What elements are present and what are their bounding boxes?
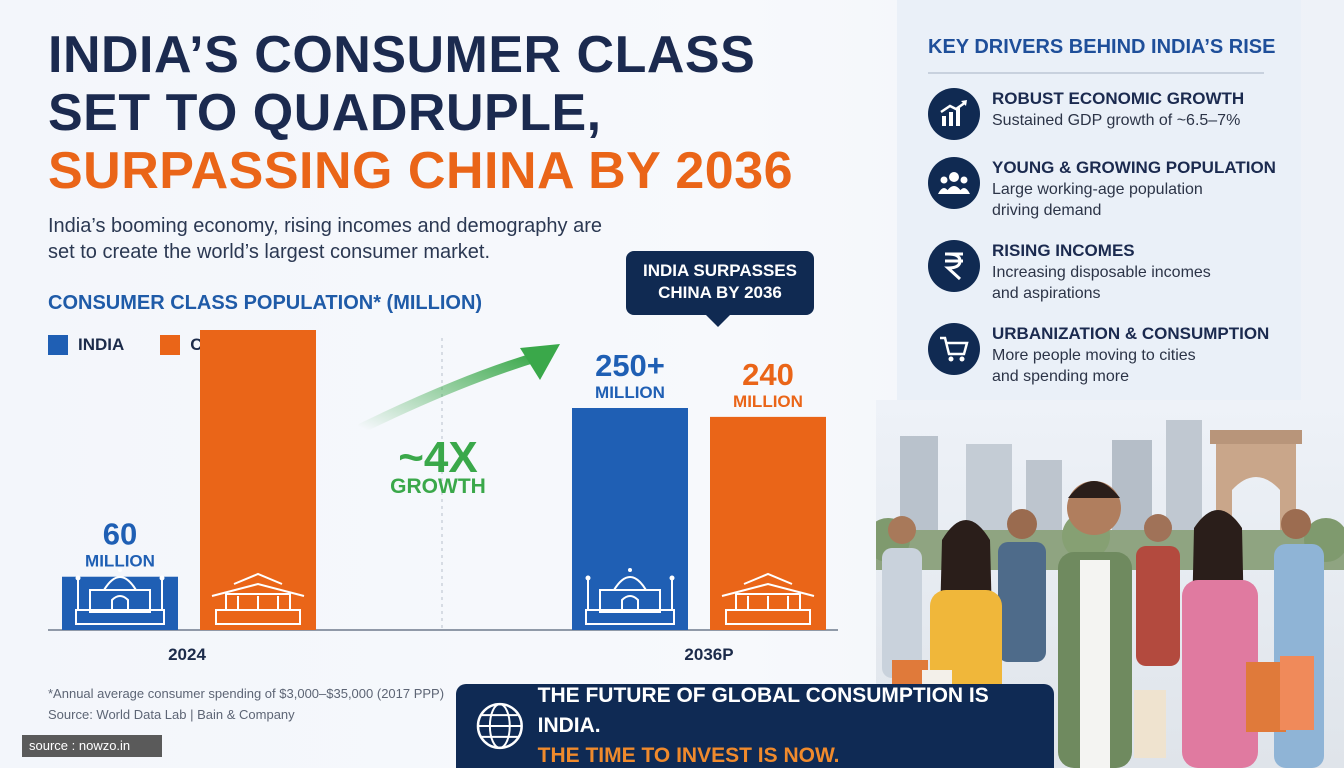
people-icon xyxy=(928,157,980,209)
bars-group: 202460MILLION435MILLION2036P250+MILLION2… xyxy=(62,330,826,664)
bar-china-2024 xyxy=(200,330,316,630)
drivers-divider xyxy=(928,72,1264,74)
banner-line-2: THE TIME TO INVEST IS NOW. xyxy=(537,744,840,767)
growth-chart-icon xyxy=(928,88,980,140)
driver-title: RISING INCOMES xyxy=(992,241,1135,260)
banner-line-1: THE FUTURE OF GLOBAL CONSUMPTION IS INDI… xyxy=(537,684,989,737)
bottom-banner: THE FUTURE OF GLOBAL CONSUMPTION IS INDI… xyxy=(456,684,1054,768)
infographic-left-panel: INDIA’S CONSUMER CLASS SET TO QUADRUPLE,… xyxy=(22,26,838,757)
driver-desc-line-2: driving demand xyxy=(992,202,1102,219)
callout-line-1: INDIA SURPASSES xyxy=(643,261,797,280)
data-label-unit: MILLION xyxy=(595,383,665,402)
driver-title: ROBUST ECONOMIC GROWTH xyxy=(992,89,1245,108)
driver-item-population: YOUNG & GROWING POPULATION Large working… xyxy=(928,157,1308,221)
footnote-source: Source: World Data Lab | Bain & Company xyxy=(48,707,295,722)
rupee-icon xyxy=(928,240,980,292)
driver-item-economic-growth: ROBUST ECONOMIC GROWTH Sustained GDP gro… xyxy=(928,88,1308,140)
driver-title: YOUNG & GROWING POPULATION xyxy=(992,158,1276,177)
data-label-unit: MILLION xyxy=(733,392,803,411)
subtitle: India’s booming economy, rising incomes … xyxy=(48,215,603,263)
title-line-3: SURPASSING CHINA BY 2036 xyxy=(48,142,794,200)
page-title: INDIA’S CONSUMER CLASS SET TO QUADRUPLE,… xyxy=(48,26,793,200)
footnote: *Annual average consumer spending of $3,… xyxy=(48,683,444,725)
growth-label: GROWTH xyxy=(390,475,486,498)
data-label-value: 240 xyxy=(742,357,794,392)
driver-desc-line-1: Increasing disposable incomes xyxy=(992,264,1211,281)
driver-desc-line-2: and spending more xyxy=(992,368,1129,385)
bar-india-2036p xyxy=(572,408,688,630)
legend-item-india: INDIA xyxy=(48,335,124,355)
legend-swatch-india xyxy=(48,335,68,355)
city-shoppers-illustration xyxy=(876,400,1344,768)
globe-icon xyxy=(476,702,523,750)
x-tick-label: 2024 xyxy=(168,645,206,664)
title-line-2: SET TO QUADRUPLE, xyxy=(48,84,602,142)
x-tick-label: 2036P xyxy=(684,645,733,664)
driver-desc-line-1: More people moving to cities xyxy=(992,347,1196,364)
chart-title: CONSUMER CLASS POPULATION* (MILLION) xyxy=(48,292,483,314)
legend-label-india: INDIA xyxy=(78,335,125,354)
footnote-definition: *Annual average consumer spending of $3,… xyxy=(48,686,445,701)
shopping-cart-icon xyxy=(928,323,980,375)
driver-item-urbanization: URBANIZATION & CONSUMPTION More people m… xyxy=(928,323,1308,387)
drivers-title: KEY DRIVERS BEHIND INDIA’S RISE xyxy=(928,36,1276,58)
driver-desc-line-2: and aspirations xyxy=(992,285,1101,302)
title-line-1: INDIA’S CONSUMER CLASS xyxy=(48,26,756,84)
growth-value: ~4X xyxy=(398,433,478,482)
surpass-callout: INDIA SURPASSES CHINA BY 2036 xyxy=(626,251,814,327)
driver-desc: Sustained GDP growth of ~6.5–7% xyxy=(992,112,1241,129)
data-label-value: 250+ xyxy=(595,348,665,383)
data-label-unit: MILLION xyxy=(85,552,155,571)
driver-desc-line-1: Large working-age population xyxy=(992,181,1203,198)
legend-swatch-china xyxy=(160,335,181,355)
growth-arrow-head xyxy=(520,344,560,380)
bar-india-2024 xyxy=(62,576,178,630)
bar-chart: 202460MILLION435MILLION2036P250+MILLION2… xyxy=(48,330,838,664)
driver-item-incomes: RISING INCOMES Increasing disposable inc… xyxy=(928,240,1308,304)
callout-line-2: CHINA BY 2036 xyxy=(658,283,782,302)
driver-title: URBANIZATION & CONSUMPTION xyxy=(992,324,1270,343)
growth-arrow xyxy=(357,351,545,433)
data-label-value: 60 xyxy=(103,517,137,552)
source-tag: source : nowzo.in xyxy=(22,735,162,757)
